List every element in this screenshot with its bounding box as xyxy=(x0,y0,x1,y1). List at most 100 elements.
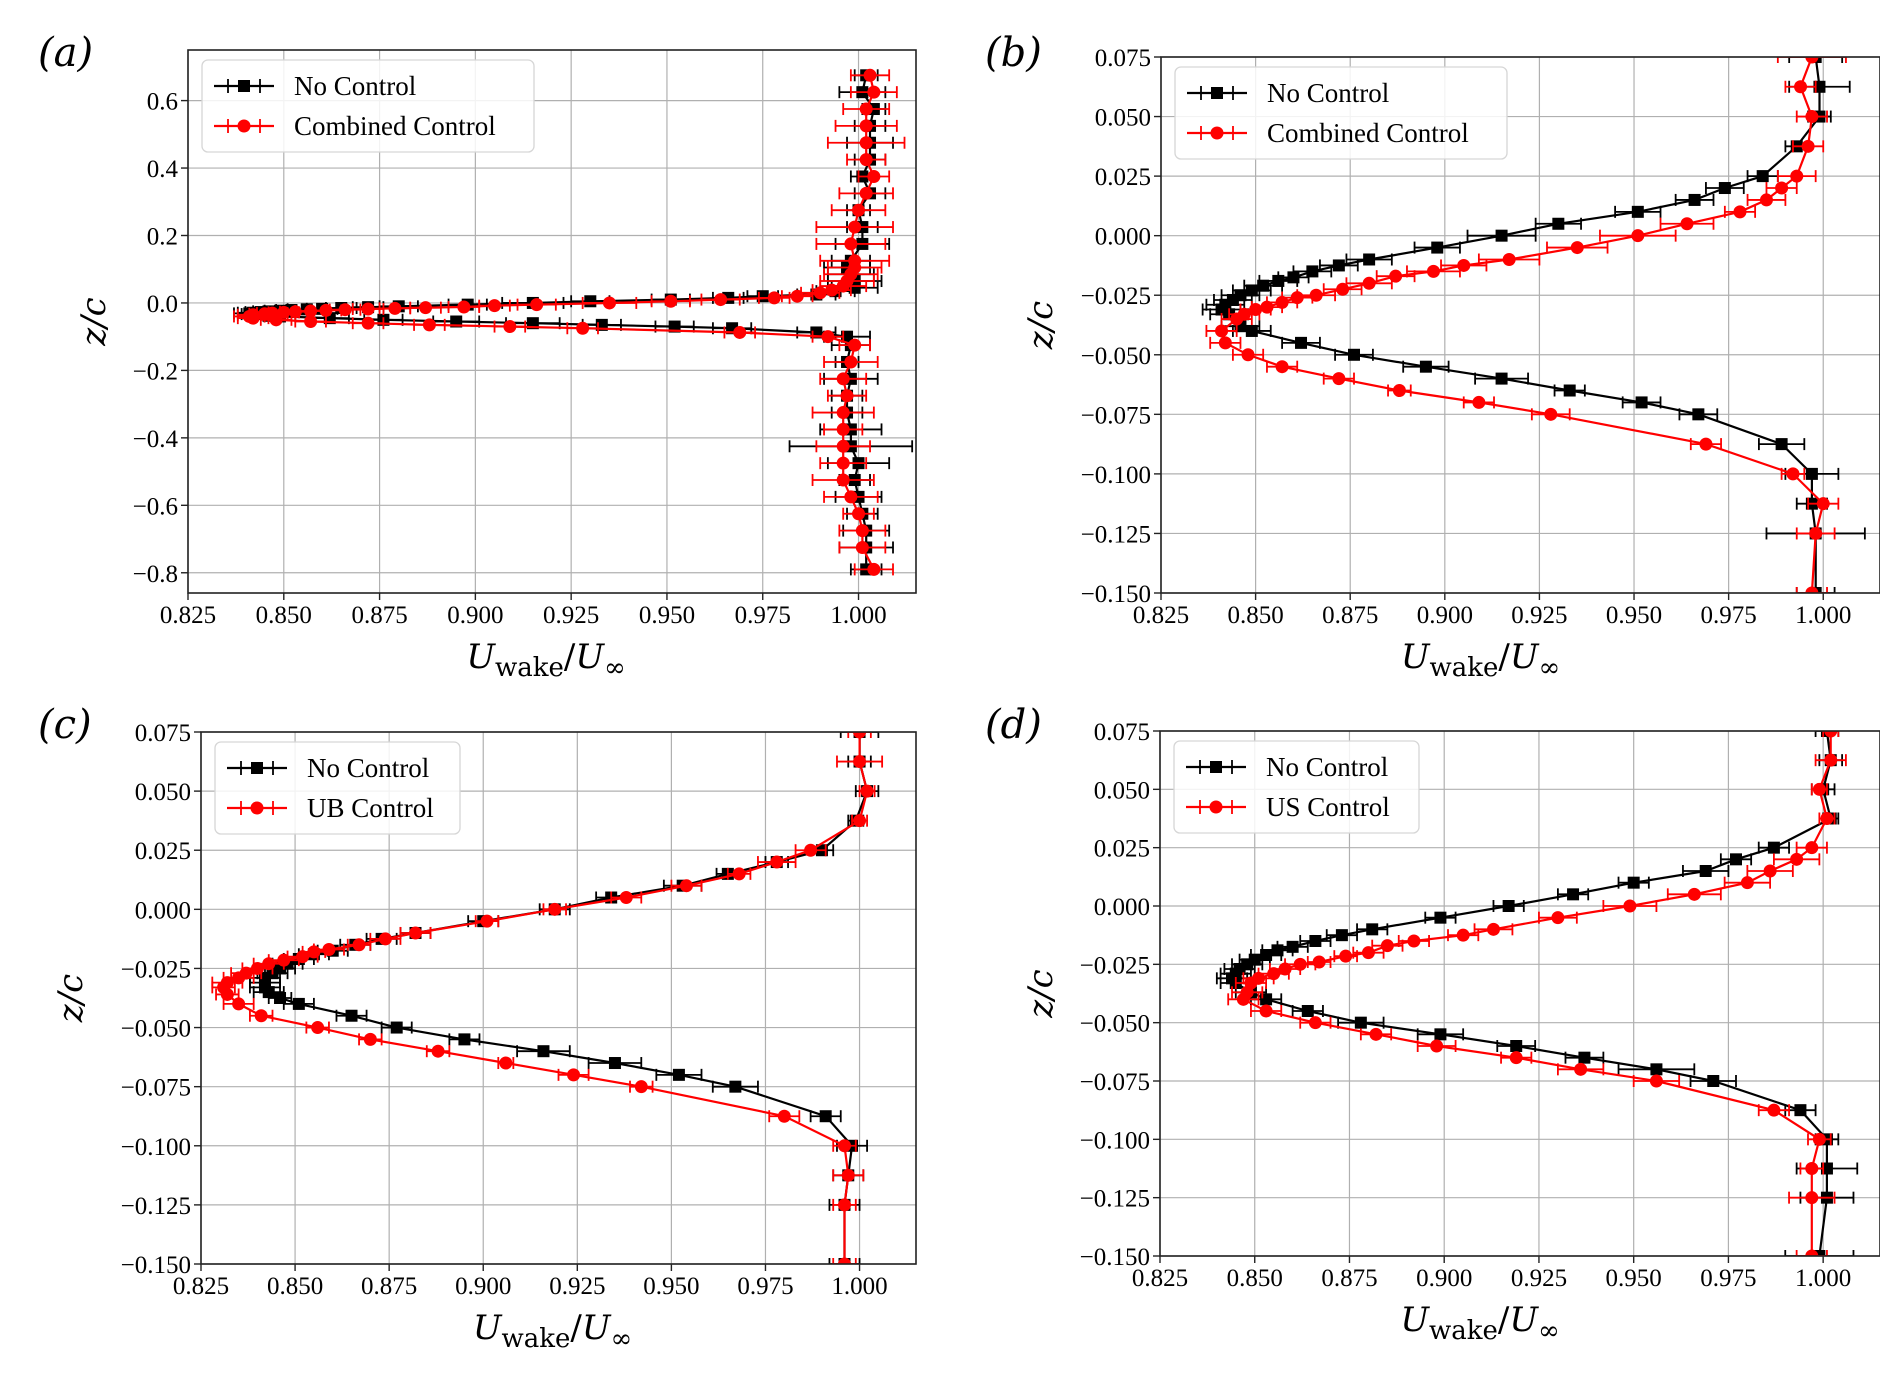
error-bar xyxy=(1822,731,1840,737)
data-point-circle xyxy=(836,406,850,420)
y-tick-label: 0.050 xyxy=(135,779,191,806)
y-tick-label: −0.025 xyxy=(1081,283,1151,310)
x-tick-label: 1.000 xyxy=(830,602,886,629)
data-point-square xyxy=(1363,253,1376,266)
x-tick-label: 0.875 xyxy=(361,1273,417,1300)
legend-frame xyxy=(1173,740,1420,834)
data-point-square xyxy=(1257,279,1270,292)
x-tick-label: 0.850 xyxy=(267,1273,323,1300)
legend-marker-circle xyxy=(1210,126,1224,140)
data-point-circle xyxy=(838,1257,851,1264)
data-point-circle xyxy=(1241,348,1255,362)
data-point-circle xyxy=(1763,864,1777,878)
y-tick-label: 0.000 xyxy=(1095,224,1151,251)
data-point-circle xyxy=(1339,949,1353,963)
data-point-circle xyxy=(863,68,877,82)
axes-frame xyxy=(187,49,917,594)
data-point-circle xyxy=(361,316,375,330)
y-tick-label: 0.025 xyxy=(1094,836,1150,863)
data-point-circle xyxy=(1740,876,1754,890)
data-point-circle xyxy=(841,1168,855,1182)
data-point-circle xyxy=(1805,841,1819,855)
data-point-square xyxy=(1650,1063,1663,1076)
data-point-square xyxy=(1366,923,1379,936)
data-point-circle xyxy=(1631,229,1645,243)
y-tick-label: −0.125 xyxy=(1081,521,1151,548)
legend-label: No Control xyxy=(294,71,416,101)
data-point-square xyxy=(1354,1016,1367,1029)
plot-area xyxy=(1201,57,1866,593)
data-point-square xyxy=(292,997,305,1010)
data-point-circle xyxy=(853,755,867,769)
data-point-square xyxy=(537,1045,550,1058)
data-point-square xyxy=(1813,1250,1826,1256)
panel-label: (c) xyxy=(38,702,92,748)
data-point-circle xyxy=(844,355,858,369)
data-point-circle xyxy=(1430,1039,1444,1053)
data-point-square xyxy=(1631,205,1644,218)
y-tick-label: −0.025 xyxy=(121,956,191,983)
data-point-square xyxy=(1718,182,1731,195)
data-point-circle xyxy=(836,372,850,386)
x-tick-label: 0.975 xyxy=(735,602,791,629)
legend-marker-circle xyxy=(250,801,264,815)
data-point-circle xyxy=(1544,407,1558,421)
x-axis-label: Uwake/U∞ xyxy=(466,637,625,683)
data-point-circle xyxy=(530,298,544,312)
data-point-circle xyxy=(567,1068,581,1082)
data-point-square xyxy=(584,295,597,308)
data-point-circle xyxy=(733,325,747,339)
data-point-circle xyxy=(1805,586,1819,593)
legend-marker-square xyxy=(1210,761,1222,773)
data-point-square xyxy=(1627,876,1640,889)
x-tick-label: 0.850 xyxy=(256,602,312,629)
data-point-square xyxy=(345,1009,358,1022)
y-tick-label: −0.100 xyxy=(121,1134,191,1161)
data-point-circle xyxy=(1759,193,1773,207)
data-point-circle xyxy=(1336,282,1350,296)
y-tick-label: 0.2 xyxy=(147,223,178,250)
y-tick-label: −0.4 xyxy=(133,426,179,453)
data-point-circle xyxy=(361,302,375,316)
data-point-circle xyxy=(821,330,835,344)
y-tick-label: −0.125 xyxy=(1080,1186,1150,1213)
data-point-square xyxy=(1756,170,1769,183)
x-axis-label: Uwake/U∞ xyxy=(473,1308,632,1354)
data-point-circle xyxy=(1259,1004,1273,1018)
error-bar xyxy=(1795,1250,1828,1256)
data-point-circle xyxy=(804,843,818,857)
data-point-circle xyxy=(1775,181,1789,195)
y-tick-label: −0.6 xyxy=(133,493,178,520)
data-point-circle xyxy=(855,524,869,538)
legend-frame xyxy=(214,741,461,835)
y-tick-label: −0.100 xyxy=(1080,1127,1150,1154)
data-point-circle xyxy=(1805,1249,1819,1256)
x-axis-label: Uwake/U∞ xyxy=(1401,637,1560,683)
data-point-circle xyxy=(844,237,858,251)
data-point-circle xyxy=(1574,1062,1588,1076)
data-point-square xyxy=(1730,853,1742,866)
data-point-square xyxy=(608,1057,621,1070)
data-point-circle xyxy=(1236,992,1250,1006)
data-point-circle xyxy=(813,286,827,300)
data-point-circle xyxy=(859,153,873,167)
data-point-circle xyxy=(1456,928,1470,942)
data-point-circle xyxy=(867,85,881,99)
legend-label: UB Control xyxy=(307,793,434,823)
data-point-circle xyxy=(352,938,366,952)
data-point-square xyxy=(458,1033,471,1046)
data-point-square xyxy=(1502,900,1515,912)
legend-label: No Control xyxy=(1266,752,1388,782)
data-point-circle xyxy=(844,490,858,504)
data-point-circle xyxy=(1805,57,1819,64)
x-tick-label: 1.000 xyxy=(1795,1265,1851,1292)
y-tick-label: 0.6 xyxy=(147,89,178,116)
data-point-circle xyxy=(363,1032,377,1046)
data-point-circle xyxy=(1805,110,1819,124)
panel-label: (b) xyxy=(985,30,1042,76)
axes-frame xyxy=(1159,730,1880,1257)
data-point-circle xyxy=(1680,217,1694,231)
legend-label: Combined Control xyxy=(1267,118,1469,148)
x-tick-label: 0.950 xyxy=(1606,1265,1662,1292)
data-point-circle xyxy=(1623,899,1637,913)
